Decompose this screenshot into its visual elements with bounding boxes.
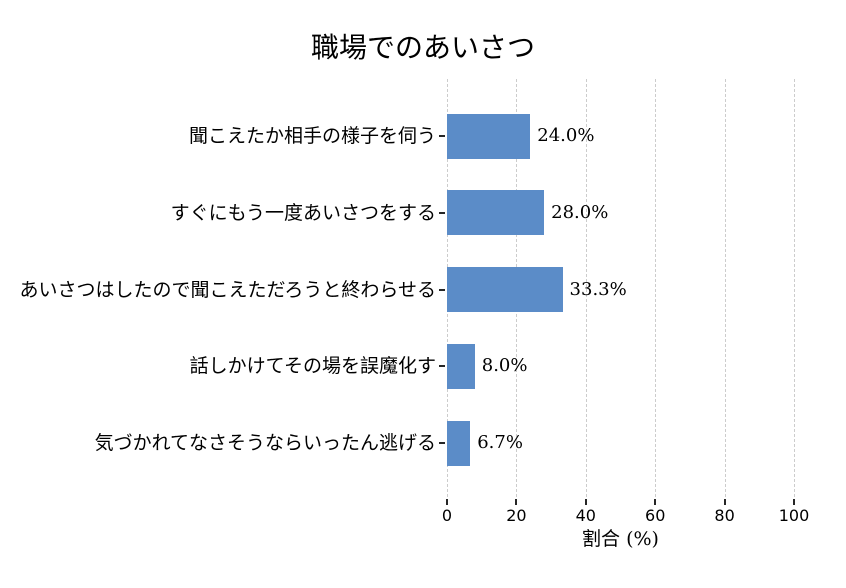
- category-label: すぐにもう一度あいさつをする: [170, 201, 436, 224]
- x-tick-label: 60: [645, 506, 666, 525]
- value-label: 28.0%: [551, 201, 609, 223]
- y-tick-mark: [439, 135, 445, 137]
- bar: [447, 113, 531, 159]
- x-tick-label: 20: [506, 506, 527, 525]
- y-tick-mark: [439, 442, 445, 444]
- bar: [447, 343, 475, 389]
- gridline: [655, 79, 657, 497]
- x-tick-mark: [584, 499, 587, 505]
- x-tick-mark: [723, 499, 726, 505]
- y-tick-mark: [439, 211, 445, 214]
- gridline: [585, 79, 587, 497]
- value-label: 6.7%: [477, 432, 523, 453]
- bar: [447, 267, 563, 312]
- x-tick-mark: [515, 499, 518, 505]
- y-tick-mark: [439, 288, 445, 291]
- x-tick-mark: [654, 499, 657, 505]
- chart-title: 職場でのあいさつ: [310, 31, 535, 64]
- gridline: [724, 79, 726, 497]
- y-tick-mark: [439, 365, 445, 368]
- x-axis-label: 割合 (%): [582, 528, 659, 550]
- category-label: 話しかけてその場を誤魔化す: [189, 355, 436, 378]
- x-tick-label: 0: [441, 506, 453, 525]
- x-tick-mark: [793, 499, 795, 505]
- category-label: 気づかれてなさそうならいったん逃げる: [94, 432, 436, 454]
- x-tick-mark: [446, 499, 448, 505]
- value-label: 24.0%: [537, 125, 595, 146]
- value-label: 8.0%: [481, 355, 528, 377]
- bar: [447, 420, 471, 466]
- x-tick-label: 40: [575, 506, 596, 525]
- gridline: [794, 79, 795, 497]
- x-tick-label: 80: [714, 506, 735, 525]
- bar: [447, 190, 545, 236]
- category-label: 聞こえたか相手の様子を伺う: [188, 125, 436, 147]
- category-label: あいさつはしたので聞こえただろうと終わらせる: [19, 278, 436, 301]
- value-label: 33.3%: [569, 278, 627, 300]
- x-tick-label: 100: [778, 506, 810, 525]
